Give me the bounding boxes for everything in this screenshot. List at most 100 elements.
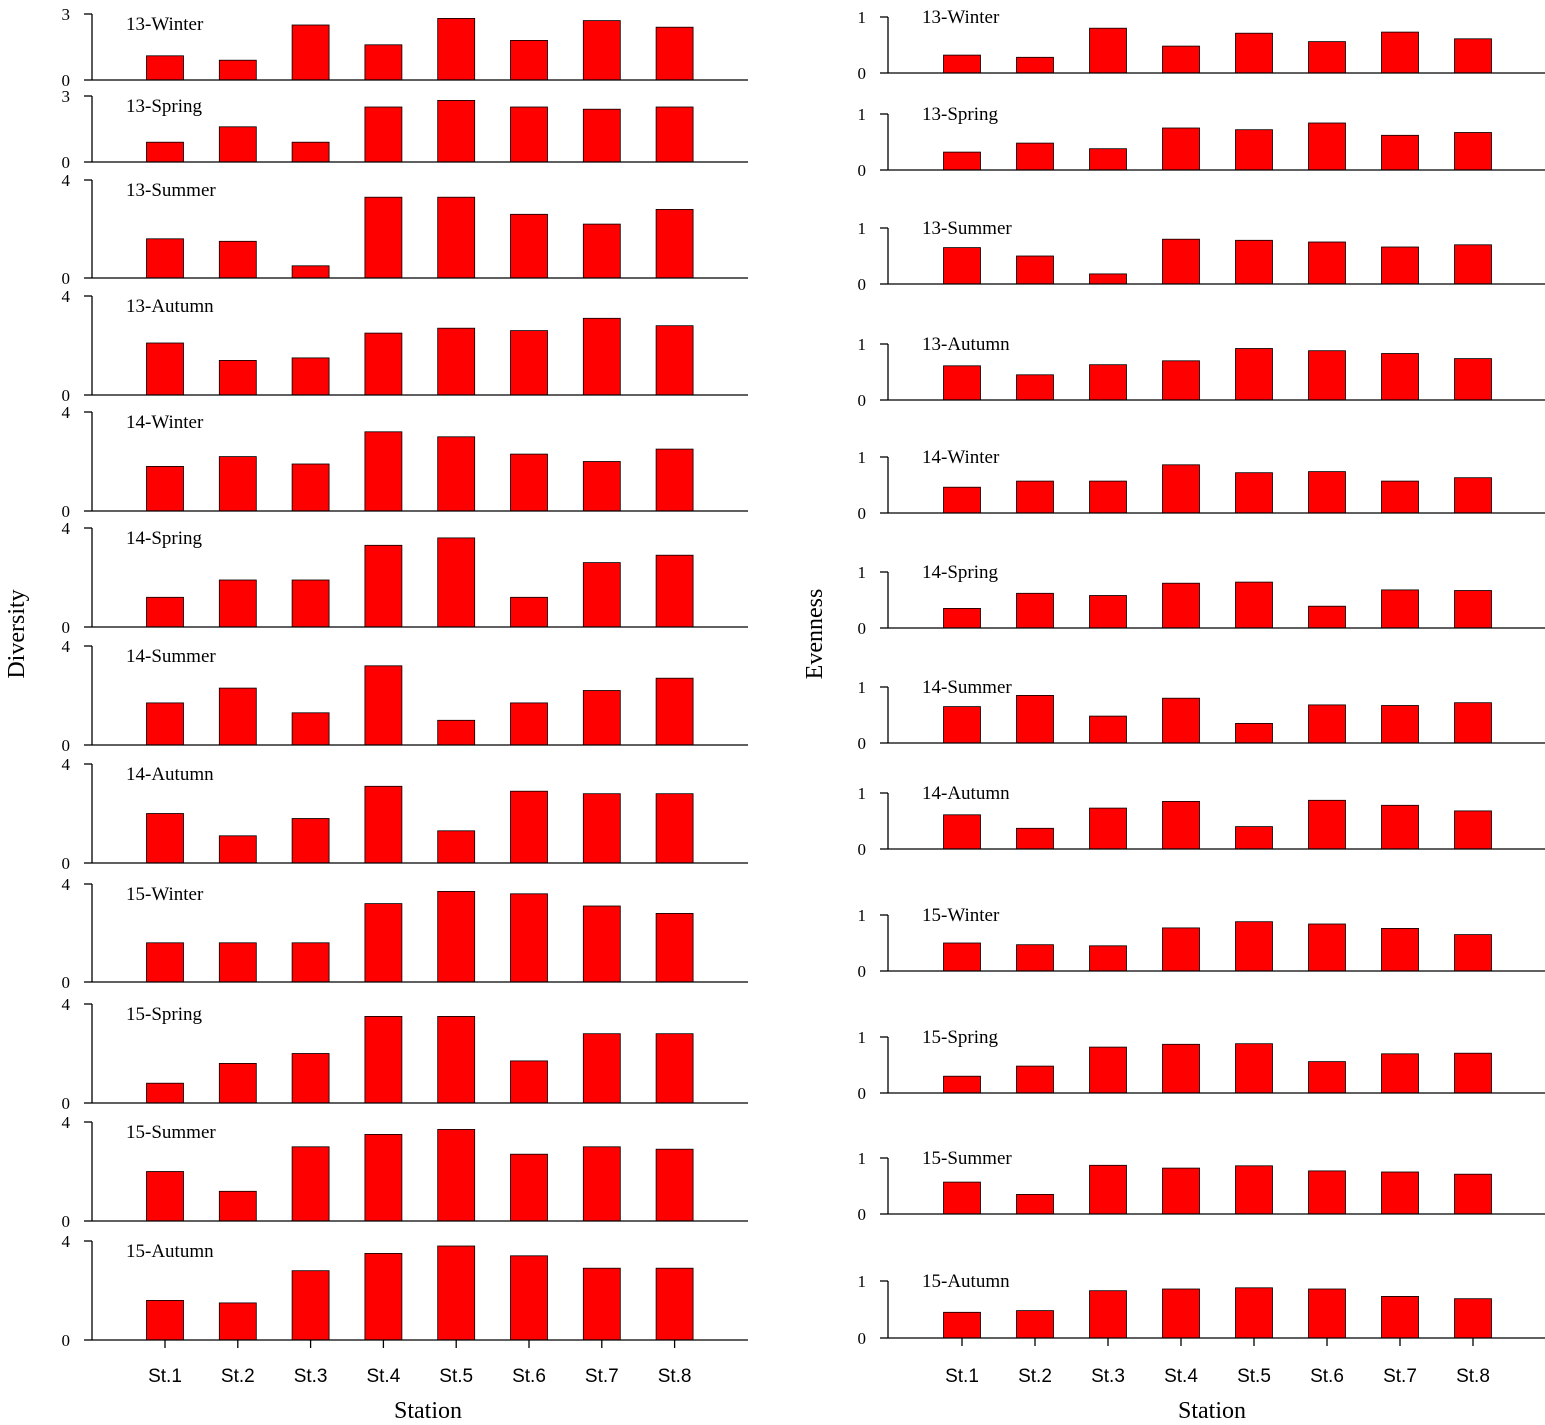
bar-st2 (218, 942, 257, 983)
y-tick-label: 0 (858, 504, 867, 523)
bar-st3 (291, 579, 330, 628)
panel-label: 15-Winter (126, 884, 204, 905)
bar-st2 (218, 456, 257, 512)
bar-st1 (146, 1082, 184, 1104)
bar-st8 (655, 554, 694, 628)
bar-st3 (291, 265, 330, 279)
bar-st4 (1162, 1167, 1200, 1215)
bar-st3 (291, 1146, 330, 1222)
evenness-panel: 0 1 13-Spring (858, 104, 1545, 180)
bar-st1 (146, 596, 184, 628)
bar-st2 (218, 835, 257, 864)
bar-st7 (582, 1033, 621, 1104)
evenness-panel: 0 1 13-Summer (858, 218, 1545, 294)
bar-st8 (655, 1033, 694, 1104)
bar-st6 (510, 1060, 548, 1104)
y-tick-label: 0 (62, 153, 71, 172)
panel-label: 13-Summer (922, 218, 1012, 239)
bar-st5 (1235, 129, 1273, 171)
bar-st3 (291, 1270, 330, 1341)
bar-st4 (1162, 697, 1200, 744)
y-tick-label: 0 (858, 1084, 867, 1103)
bar-st1 (943, 942, 981, 972)
bar-st4 (1162, 1043, 1200, 1094)
bar-st4 (1162, 127, 1200, 171)
bar-st5 (437, 719, 476, 746)
bar-st3 (291, 357, 330, 396)
bar-st6 (1308, 1061, 1346, 1094)
x-tick-label-st2: St.2 (1018, 1366, 1052, 1387)
bar-st2 (218, 1302, 257, 1341)
bar-st3 (291, 942, 330, 983)
x-tick-label-st4: St.4 (1164, 1366, 1198, 1387)
bar-st4 (364, 196, 403, 279)
bar-st5 (437, 327, 476, 396)
diversity-panel: 0 4 15-Winter (62, 875, 748, 992)
bar-st3 (1089, 148, 1127, 171)
bar-st1 (943, 1181, 981, 1215)
bar-st6 (510, 213, 548, 279)
bar-st5 (1235, 239, 1273, 285)
evenness-panel: 0 1 15-Winter (858, 905, 1545, 981)
bar-st5 (1235, 1165, 1273, 1215)
y-tick-label: 0 (62, 1094, 71, 1113)
bar-st4 (1162, 927, 1200, 972)
panel-label: 14-Summer (922, 677, 1012, 698)
evenness-x-axis-title: Station (1178, 1398, 1246, 1424)
x-tick-label-st6: St.6 (512, 1366, 546, 1387)
bar-st3 (291, 712, 330, 746)
bar-st8 (655, 913, 694, 983)
bar-st3 (1089, 480, 1127, 514)
bar-st7 (1381, 804, 1419, 850)
bar-st1 (146, 238, 184, 279)
bar-st8 (1454, 244, 1492, 285)
bar-st7 (1381, 1053, 1419, 1094)
diversity-panel: 0 3 13-Winter (62, 5, 748, 90)
bar-st8 (1454, 38, 1492, 74)
y-tick-label: 0 (858, 161, 867, 180)
bar-st1 (943, 486, 981, 514)
y-tick-label: 0 (858, 275, 867, 294)
y-tick-label: 4 (62, 1232, 71, 1251)
bar-st3 (1089, 945, 1127, 972)
bar-st8 (1454, 702, 1492, 744)
bar-st3 (1089, 595, 1127, 629)
bar-st5 (437, 830, 476, 864)
bar-st5 (1235, 826, 1273, 850)
bar-st4 (1162, 45, 1200, 74)
bar-st5 (1235, 32, 1273, 74)
y-tick-label: 0 (62, 71, 71, 90)
x-tick-label-st3: St.3 (294, 1366, 328, 1387)
bar-st6 (510, 453, 548, 512)
bar-st5 (437, 537, 476, 628)
bar-st6 (1308, 350, 1346, 401)
bar-st2 (1016, 480, 1054, 514)
bar-st7 (1381, 1171, 1419, 1215)
bar-st7 (1381, 353, 1419, 401)
bar-st1 (943, 608, 981, 629)
bar-st8 (655, 26, 694, 81)
bar-st1 (146, 702, 184, 746)
bar-st2 (218, 59, 257, 81)
evenness-panel: 0 1 15-Summer (858, 1148, 1545, 1224)
y-tick-label: 3 (62, 5, 71, 24)
bar-st6 (1308, 923, 1346, 972)
bar-st6 (1308, 704, 1346, 744)
bar-st2 (1016, 255, 1054, 285)
y-tick-label: 1 (858, 784, 867, 803)
x-tick-label-st5: St.5 (1237, 1366, 1271, 1387)
evenness-panel: 0 1 15-Spring (858, 1027, 1545, 1103)
bar-st8 (1454, 358, 1492, 401)
bar-st8 (1454, 132, 1492, 171)
bar-st7 (1381, 134, 1419, 171)
panel-label: 15-Spring (922, 1027, 999, 1048)
panel-label: 14-Autumn (922, 783, 1010, 804)
x-tick-label-st1: St.1 (945, 1366, 979, 1387)
diversity-y-axis-title: Diversity (4, 589, 30, 678)
diversity-panel: 0 3 13-Spring (62, 87, 748, 172)
panel-label: 15-Winter (922, 905, 1000, 926)
bar-st3 (1089, 273, 1127, 285)
panel-label: 13-Autumn (126, 296, 214, 317)
panel-label: 13-Summer (126, 180, 216, 201)
